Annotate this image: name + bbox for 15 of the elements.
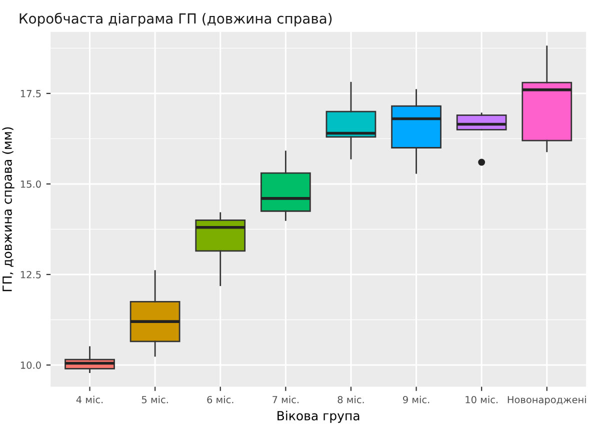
y-tick-label: 15.0 (20, 180, 41, 188)
y-tick-label: 12.5 (20, 270, 41, 278)
x-tick-label: 10 міс. (466, 396, 498, 404)
x-tick-label: 4 міс. (76, 396, 103, 404)
y-tick-label: 10.0 (20, 362, 41, 369)
x-axis-title: Вікова група (278, 410, 360, 423)
x-tick-label: Новонароджені (508, 396, 586, 406)
x-tick-label: 6 міс. (207, 396, 234, 404)
y-tick-label: 17.5 (20, 90, 41, 98)
y-axis-title: ГП, довжина справа (мм) (2, 127, 14, 292)
chart-title: Коробчаста діаграма ГП (довжина справа) (20, 12, 332, 26)
x-tick-label: 8 міс. (338, 396, 364, 404)
x-tick-label: 5 міс. (142, 396, 168, 404)
x-tick-label: 9 міс. (403, 396, 430, 404)
x-tick-label: 7 міс. (272, 396, 298, 404)
